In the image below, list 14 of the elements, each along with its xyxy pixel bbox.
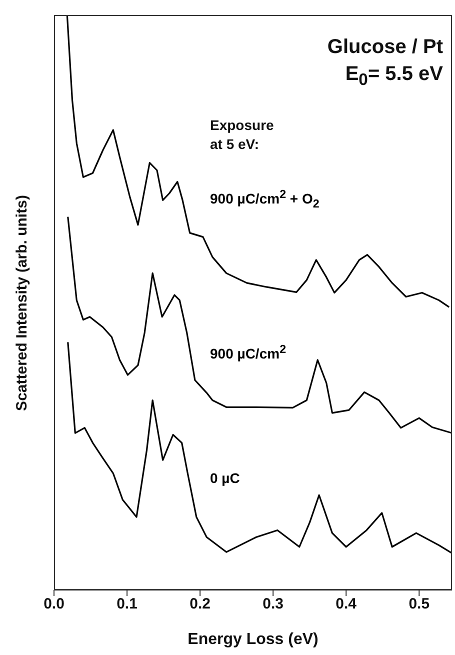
x-tick-label: 0.5 xyxy=(408,596,430,613)
annotation: E$_{0}$= 5.5 eV xyxy=(345,63,443,90)
y-axis-title: Scattered Intensity (arb. units) xyxy=(14,194,30,410)
text: Glucose / Pt xyxy=(327,36,443,59)
x-tick-label: 0.2 xyxy=(190,596,210,613)
x-tick-label: 0.4 xyxy=(336,596,358,613)
series-label: 900 µC/cm$^{2}$ xyxy=(210,343,286,362)
series-label: 0 µC xyxy=(210,470,240,486)
x-axis-title: Energy Loss (eV) xyxy=(188,631,318,648)
x-tick-label: 0.1 xyxy=(116,596,138,613)
annotation: Exposure at 5 eV: xyxy=(210,116,275,154)
series-label: 900 µC/cm$^{2}$ + O$_{2}$ xyxy=(210,188,320,210)
x-tick-label: 0.0 xyxy=(44,596,64,613)
x-tick-label: 0.3 xyxy=(262,596,284,613)
